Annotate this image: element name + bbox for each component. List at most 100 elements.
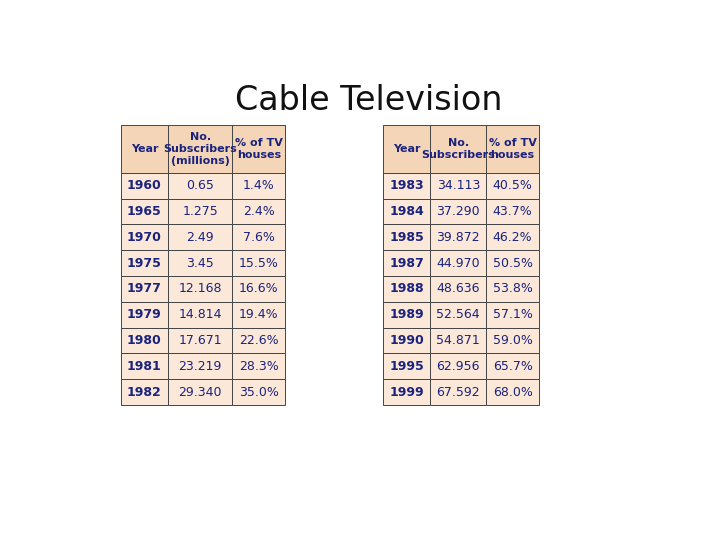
- Text: 44.970: 44.970: [436, 256, 480, 269]
- Text: 1989: 1989: [390, 308, 424, 321]
- FancyBboxPatch shape: [486, 379, 539, 405]
- Text: % of TV
houses: % of TV houses: [489, 138, 536, 160]
- Text: 1980: 1980: [127, 334, 162, 347]
- Text: 16.6%: 16.6%: [239, 282, 279, 295]
- FancyBboxPatch shape: [233, 379, 285, 405]
- FancyBboxPatch shape: [168, 125, 233, 173]
- Text: 1965: 1965: [127, 205, 162, 218]
- FancyBboxPatch shape: [233, 250, 285, 276]
- Text: No.
Subscribers: No. Subscribers: [421, 138, 495, 160]
- Text: 1.4%: 1.4%: [243, 179, 274, 192]
- Text: 1970: 1970: [127, 231, 162, 244]
- FancyBboxPatch shape: [233, 276, 285, 302]
- Text: 1988: 1988: [390, 282, 424, 295]
- FancyBboxPatch shape: [383, 125, 431, 173]
- FancyBboxPatch shape: [431, 302, 486, 328]
- Text: 28.3%: 28.3%: [239, 360, 279, 373]
- FancyBboxPatch shape: [486, 199, 539, 225]
- FancyBboxPatch shape: [431, 328, 486, 353]
- FancyBboxPatch shape: [383, 199, 431, 225]
- Text: 1983: 1983: [390, 179, 424, 192]
- Text: 57.1%: 57.1%: [492, 308, 533, 321]
- Text: 23.219: 23.219: [179, 360, 222, 373]
- Text: 29.340: 29.340: [179, 386, 222, 399]
- Text: 15.5%: 15.5%: [239, 256, 279, 269]
- FancyBboxPatch shape: [383, 276, 431, 302]
- FancyBboxPatch shape: [121, 328, 168, 353]
- FancyBboxPatch shape: [383, 225, 431, 250]
- FancyBboxPatch shape: [383, 173, 431, 199]
- FancyBboxPatch shape: [121, 173, 168, 199]
- Text: 1999: 1999: [390, 386, 424, 399]
- FancyBboxPatch shape: [486, 173, 539, 199]
- FancyBboxPatch shape: [431, 199, 486, 225]
- Text: 50.5%: 50.5%: [492, 256, 533, 269]
- FancyBboxPatch shape: [431, 276, 486, 302]
- FancyBboxPatch shape: [431, 353, 486, 379]
- FancyBboxPatch shape: [486, 250, 539, 276]
- FancyBboxPatch shape: [168, 302, 233, 328]
- FancyBboxPatch shape: [233, 173, 285, 199]
- Text: 2.49: 2.49: [186, 231, 214, 244]
- Text: 2.4%: 2.4%: [243, 205, 274, 218]
- Text: 1960: 1960: [127, 179, 162, 192]
- FancyBboxPatch shape: [383, 302, 431, 328]
- Text: 34.113: 34.113: [436, 179, 480, 192]
- Text: 37.290: 37.290: [436, 205, 480, 218]
- FancyBboxPatch shape: [168, 250, 233, 276]
- FancyBboxPatch shape: [233, 225, 285, 250]
- FancyBboxPatch shape: [486, 125, 539, 173]
- FancyBboxPatch shape: [168, 328, 233, 353]
- Text: Cable Television: Cable Television: [235, 84, 503, 117]
- Text: 1975: 1975: [127, 256, 162, 269]
- Text: 14.814: 14.814: [179, 308, 222, 321]
- FancyBboxPatch shape: [121, 302, 168, 328]
- FancyBboxPatch shape: [486, 276, 539, 302]
- FancyBboxPatch shape: [121, 199, 168, 225]
- FancyBboxPatch shape: [431, 225, 486, 250]
- FancyBboxPatch shape: [486, 328, 539, 353]
- Text: 67.592: 67.592: [436, 386, 480, 399]
- FancyBboxPatch shape: [431, 379, 486, 405]
- Text: 1990: 1990: [390, 334, 424, 347]
- FancyBboxPatch shape: [431, 173, 486, 199]
- Text: 1981: 1981: [127, 360, 162, 373]
- Text: No.
Subscribers
(millions): No. Subscribers (millions): [163, 132, 237, 166]
- Text: 17.671: 17.671: [179, 334, 222, 347]
- FancyBboxPatch shape: [233, 353, 285, 379]
- FancyBboxPatch shape: [121, 379, 168, 405]
- Text: 1977: 1977: [127, 282, 162, 295]
- Text: 59.0%: 59.0%: [492, 334, 533, 347]
- FancyBboxPatch shape: [168, 276, 233, 302]
- FancyBboxPatch shape: [168, 199, 233, 225]
- Text: Year: Year: [130, 144, 158, 154]
- FancyBboxPatch shape: [233, 199, 285, 225]
- FancyBboxPatch shape: [168, 173, 233, 199]
- Text: 35.0%: 35.0%: [239, 386, 279, 399]
- FancyBboxPatch shape: [383, 328, 431, 353]
- Text: 40.5%: 40.5%: [492, 179, 533, 192]
- Text: 1.275: 1.275: [182, 205, 218, 218]
- Text: 48.636: 48.636: [436, 282, 480, 295]
- Text: 12.168: 12.168: [179, 282, 222, 295]
- FancyBboxPatch shape: [233, 125, 285, 173]
- Text: 53.8%: 53.8%: [492, 282, 533, 295]
- FancyBboxPatch shape: [383, 379, 431, 405]
- FancyBboxPatch shape: [233, 328, 285, 353]
- Text: 1982: 1982: [127, 386, 162, 399]
- Text: 0.65: 0.65: [186, 179, 214, 192]
- Text: 19.4%: 19.4%: [239, 308, 279, 321]
- Text: 39.872: 39.872: [436, 231, 480, 244]
- Text: 52.564: 52.564: [436, 308, 480, 321]
- Text: 43.7%: 43.7%: [492, 205, 533, 218]
- Text: 3.45: 3.45: [186, 256, 214, 269]
- FancyBboxPatch shape: [486, 225, 539, 250]
- FancyBboxPatch shape: [233, 302, 285, 328]
- FancyBboxPatch shape: [431, 250, 486, 276]
- FancyBboxPatch shape: [486, 302, 539, 328]
- FancyBboxPatch shape: [383, 250, 431, 276]
- FancyBboxPatch shape: [121, 276, 168, 302]
- FancyBboxPatch shape: [486, 353, 539, 379]
- Text: 1985: 1985: [390, 231, 424, 244]
- Text: Year: Year: [393, 144, 420, 154]
